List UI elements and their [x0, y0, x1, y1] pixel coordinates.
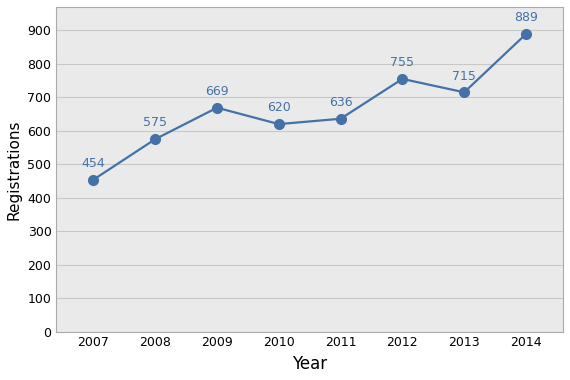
Text: 715: 715 [452, 70, 476, 82]
Y-axis label: Registrations: Registrations [7, 119, 22, 220]
Text: 669: 669 [205, 85, 229, 98]
Text: 575: 575 [143, 116, 167, 130]
Text: 889: 889 [514, 11, 538, 24]
Text: 755: 755 [390, 56, 414, 69]
Text: 454: 454 [82, 157, 105, 170]
X-axis label: Year: Year [292, 355, 327, 373]
Text: 636: 636 [329, 96, 352, 109]
Text: 620: 620 [267, 101, 291, 114]
